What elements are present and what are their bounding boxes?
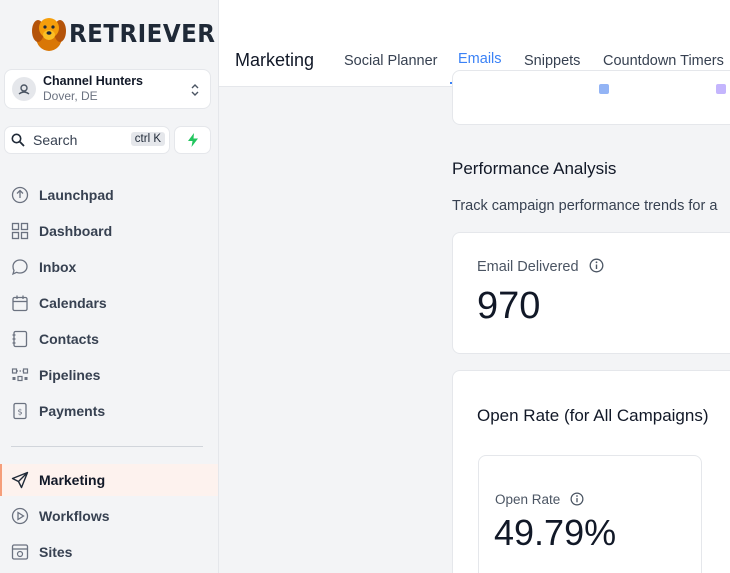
contacts-icon xyxy=(12,330,28,348)
tab-snippets[interactable]: Snippets xyxy=(524,53,581,69)
pipeline-icon xyxy=(11,368,29,382)
filter-checkbox[interactable] xyxy=(716,84,726,94)
quick-actions-button[interactable] xyxy=(174,126,211,154)
campaign-filter-card xyxy=(452,70,730,125)
payments-icon: $ xyxy=(13,402,27,420)
account-switcher[interactable]: Channel Hunters Dover, DE xyxy=(4,69,211,109)
tab-emails[interactable]: Emails xyxy=(458,51,502,67)
tab-countdown-timers[interactable]: Countdown Timers xyxy=(603,53,724,69)
location-pin-icon xyxy=(12,77,36,101)
search-shortcut: ctrl K xyxy=(130,132,165,146)
sidebar-item-sites[interactable]: Sites xyxy=(0,536,218,568)
tab-social-planner[interactable]: Social Planner xyxy=(344,53,438,69)
filter-checkbox[interactable] xyxy=(599,84,609,94)
sidebar-item-dashboard[interactable]: Dashboard xyxy=(0,215,218,247)
sidebar-item-label: Marketing xyxy=(39,472,106,488)
sidebar-item-label: Calendars xyxy=(39,295,107,311)
sidebar-item-label: Dashboard xyxy=(39,223,113,239)
bolt-icon xyxy=(187,133,198,147)
sidebar-item-calendars[interactable]: Calendars xyxy=(0,287,218,319)
sidebar-item-inbox[interactable]: Inbox xyxy=(0,251,218,283)
info-icon[interactable] xyxy=(589,258,604,273)
brand-logo[interactable]: RETRIEVER xyxy=(30,12,228,54)
sidebar-item-launchpad[interactable]: Launchpad xyxy=(0,179,218,211)
brand-name: RETRIEVER xyxy=(69,18,216,48)
send-icon xyxy=(11,471,29,489)
info-icon[interactable] xyxy=(570,492,584,506)
rocket-icon xyxy=(11,186,29,204)
search-button[interactable]: Search ctrl K xyxy=(4,126,170,154)
account-location: Dover, DE xyxy=(43,89,98,103)
account-name: Channel Hunters xyxy=(43,74,144,88)
open-rate-card: Open Rate (for All Campaigns) Open Rate … xyxy=(452,370,730,573)
section-description: Track campaign performance trends for a xyxy=(452,198,718,214)
open-rate-heading: Open Rate (for All Campaigns) xyxy=(477,406,709,425)
grid-icon xyxy=(11,222,29,240)
email-delivered-label-row: Email Delivered xyxy=(477,258,604,275)
sidebar: RETRIEVER Channel Hunters Dover, DE Sear… xyxy=(0,0,219,573)
chevron-updown-icon xyxy=(191,84,199,96)
sites-icon xyxy=(11,544,29,560)
dog-logo-icon xyxy=(32,18,66,51)
search-label: Search xyxy=(33,132,78,148)
email-delivered-value: 970 xyxy=(477,285,541,327)
calendar-icon xyxy=(12,295,28,312)
search-icon xyxy=(11,133,25,147)
play-icon xyxy=(11,507,29,525)
sidebar-item-label: Inbox xyxy=(39,259,77,275)
section-title: Performance Analysis xyxy=(452,159,617,178)
sidebar-item-label: Workflows xyxy=(39,508,110,524)
sidebar-item-pipelines[interactable]: Pipelines xyxy=(0,359,218,391)
sidebar-item-workflows[interactable]: Workflows xyxy=(0,500,218,532)
svg-text:$: $ xyxy=(17,408,22,417)
sidebar-item-label: Sites xyxy=(39,544,73,560)
chat-icon xyxy=(11,259,28,276)
sidebar-item-marketing[interactable]: Marketing xyxy=(0,464,218,496)
sidebar-item-payments[interactable]: $ Payments xyxy=(0,395,218,427)
email-delivered-label: Email Delivered xyxy=(477,259,579,275)
open-rate-stat: Open Rate 49.79% xyxy=(478,455,702,573)
sidebar-divider xyxy=(11,446,203,447)
email-delivered-card: Email Delivered 970 xyxy=(452,232,730,354)
open-rate-label: Open Rate xyxy=(495,492,561,507)
sidebar-item-label: Contacts xyxy=(39,331,99,347)
open-rate-value: 49.79% xyxy=(494,512,617,553)
page-title: Marketing xyxy=(235,50,315,70)
sidebar-item-label: Launchpad xyxy=(39,187,114,203)
sidebar-item-label: Pipelines xyxy=(39,367,101,383)
open-rate-label-row: Open Rate xyxy=(495,492,584,507)
sidebar-item-label: Payments xyxy=(39,403,106,419)
sidebar-item-contacts[interactable]: Contacts xyxy=(0,323,218,355)
